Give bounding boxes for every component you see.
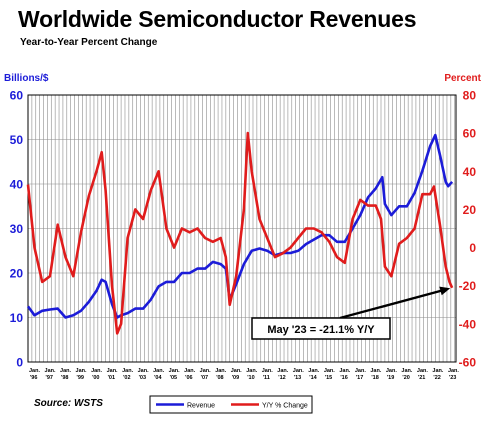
x-axis-tick-label: Jan. xyxy=(432,368,443,374)
x-axis-tick-label: Jan. xyxy=(29,368,40,374)
x-axis-tick-year: '05 xyxy=(170,375,177,381)
x-axis-tick-label: Jan. xyxy=(200,368,211,374)
annotation-arrow xyxy=(339,289,443,320)
legend: Revenue Y/Y % Change xyxy=(149,395,313,414)
x-axis-tick-year: '14 xyxy=(309,375,317,381)
x-axis-tick-label: Jan. xyxy=(231,368,242,374)
x-axis-tick-year: '21 xyxy=(418,375,425,381)
x-axis-tick-label: Jan. xyxy=(153,368,164,374)
x-axis-tick-year: '20 xyxy=(402,375,409,381)
right-axis-tick-label: 80 xyxy=(463,89,477,103)
left-axis-tick-label: 40 xyxy=(10,178,24,192)
left-axis-label: Billions/$ xyxy=(4,73,49,84)
x-axis-tick-label: Jan. xyxy=(448,368,459,374)
right-axis-tick-label: -20 xyxy=(459,279,477,293)
x-axis-tick-year: '19 xyxy=(387,375,394,381)
x-axis-tick-year: '18 xyxy=(371,375,378,381)
x-axis-tick-year: '11 xyxy=(263,375,270,381)
change-line xyxy=(26,131,454,335)
x-axis-tick-label: Jan. xyxy=(339,368,350,374)
x-axis-tick-year: '17 xyxy=(356,375,363,381)
legend-revenue-label: Revenue xyxy=(187,403,215,410)
x-axis-tick-year: '96 xyxy=(30,375,37,381)
x-axis-tick-year: '12 xyxy=(278,375,285,381)
legend-change-label: Y/Y % Change xyxy=(262,403,308,410)
annotation-box xyxy=(251,317,391,340)
x-axis-tick-year: '10 xyxy=(247,375,254,381)
x-axis-tick-label: Jan. xyxy=(262,368,273,374)
right-axis-tick-label: 0 xyxy=(469,241,476,255)
x-axis-tick-label: Jan. xyxy=(122,368,133,374)
revenue-line xyxy=(26,133,454,319)
x-axis-tick-year: '15 xyxy=(325,375,332,381)
left-axis-tick-label: 10 xyxy=(10,311,24,325)
right-axis-tick-label: 40 xyxy=(463,165,477,179)
x-axis-tick-label: Jan. xyxy=(60,368,71,374)
right-axis-label: Percent xyxy=(444,73,481,84)
x-axis-tick-label: Jan. xyxy=(138,368,149,374)
x-axis-tick-year: '09 xyxy=(232,375,239,381)
x-axis-tick-year: '98 xyxy=(61,375,68,381)
x-axis-tick-label: Jan. xyxy=(324,368,335,374)
annotation-arrowhead xyxy=(439,286,451,296)
x-axis-tick-year: '07 xyxy=(201,375,208,381)
plot-border xyxy=(27,94,457,363)
chart-title: Worldwide Semiconductor Revenues xyxy=(18,6,417,32)
x-axis-tick-label: Jan. xyxy=(308,368,319,374)
right-axis-tick-label: 60 xyxy=(463,127,477,141)
x-axis-tick-label: Jan. xyxy=(401,368,412,374)
left-axis-tick-label: 20 xyxy=(10,267,24,281)
x-axis-tick-label: Jan. xyxy=(45,368,56,374)
x-axis-tick-year: '13 xyxy=(294,375,301,381)
right-axis-tick-label: 20 xyxy=(463,203,477,217)
x-axis-tick-label: Jan. xyxy=(184,368,195,374)
x-axis-tick-label: Jan. xyxy=(386,368,397,374)
x-axis-tick-year: '01 xyxy=(108,375,115,381)
annotation-text: May '23 = -21.1% Y/Y xyxy=(267,324,375,336)
right-axis-ticks: -60 -40 -20 0 20 40 60 80 xyxy=(459,89,477,370)
x-axis-tick-year: '08 xyxy=(216,375,223,381)
left-axis-tick-label: 0 xyxy=(16,356,23,370)
left-axis-tick-label: 30 xyxy=(10,222,24,236)
x-axis-tick-label: Jan. xyxy=(277,368,288,374)
right-axis-tick-label: -60 xyxy=(459,356,477,370)
left-axis-ticks: 0 10 20 30 40 50 60 xyxy=(10,89,24,370)
x-axis-tick-label: Jan. xyxy=(417,368,428,374)
x-axis-tick-year: '02 xyxy=(123,375,130,381)
x-axis-tick-label: Jan. xyxy=(370,368,381,374)
x-axis-tick-year: '22 xyxy=(433,375,440,381)
x-axis-tick-year: '00 xyxy=(92,375,99,381)
right-axis-tick-label: -40 xyxy=(459,317,477,331)
x-axis-tick-year: '97 xyxy=(46,375,53,381)
x-axis-tick-label: Jan. xyxy=(169,368,180,374)
x-axis-tick-year: '16 xyxy=(340,375,347,381)
x-axis-ticks: Jan.'96Jan.'97Jan.'98Jan.'99Jan.'00Jan.'… xyxy=(29,368,459,381)
x-axis-tick-year: '23 xyxy=(449,375,456,381)
x-axis-tick-label: Jan. xyxy=(246,368,257,374)
x-axis-tick-label: Jan. xyxy=(76,368,87,374)
x-axis-tick-year: '03 xyxy=(139,375,146,381)
left-axis-tick-label: 60 xyxy=(10,89,24,103)
x-axis-tick-year: '99 xyxy=(77,375,84,381)
x-axis-tick-label: Jan. xyxy=(293,368,304,374)
x-axis-tick-year: '06 xyxy=(185,375,192,381)
x-axis-tick-label: Jan. xyxy=(215,368,226,374)
x-axis-tick-year: '04 xyxy=(154,375,162,381)
left-axis-tick-label: 50 xyxy=(10,133,24,147)
x-axis-tick-label: Jan. xyxy=(91,368,102,374)
x-axis-tick-label: Jan. xyxy=(107,368,118,374)
source-note: Source: WSTS xyxy=(34,398,103,409)
chart-subtitle: Year-to-Year Percent Change xyxy=(20,37,158,48)
x-axis-tick-label: Jan. xyxy=(355,368,366,374)
